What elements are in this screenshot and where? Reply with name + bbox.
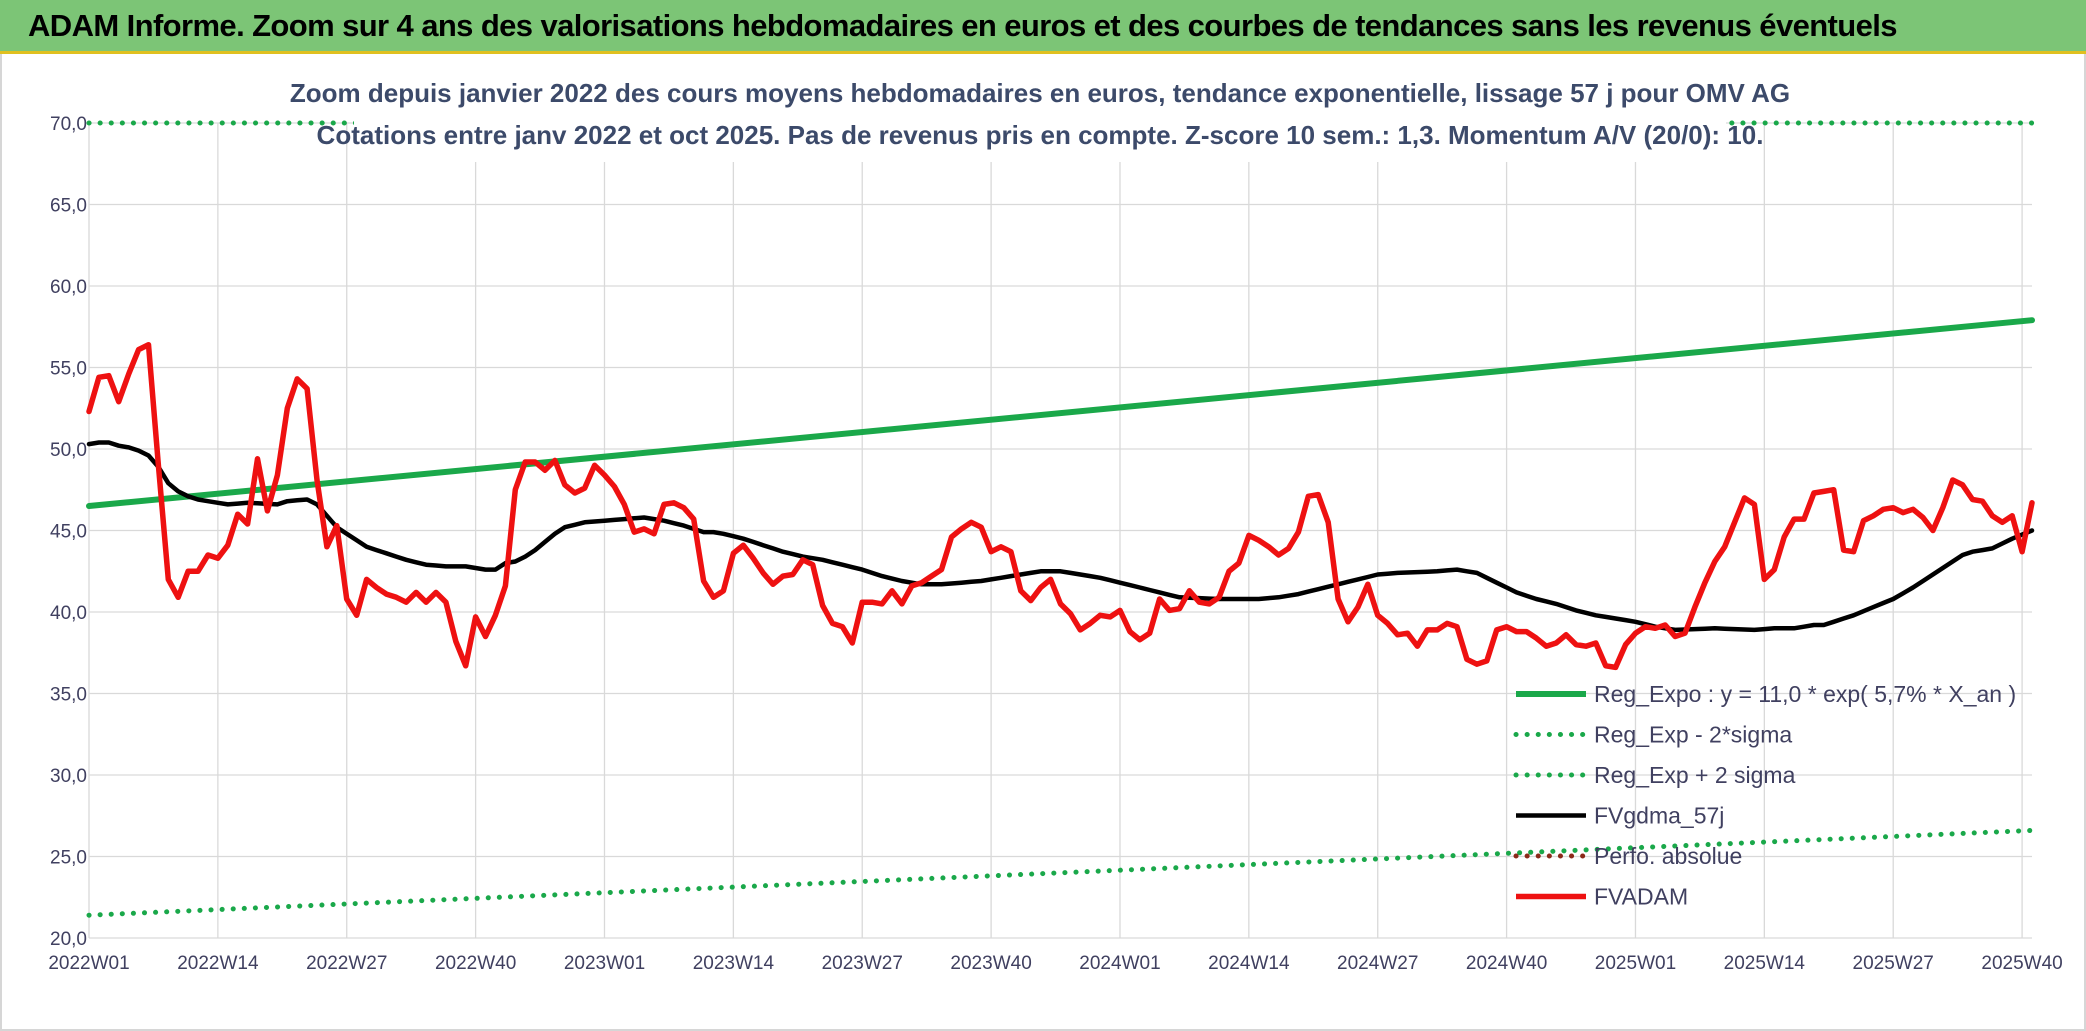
chart-subtitle: Cotations entre janv 2022 et oct 2025. P… bbox=[317, 120, 1764, 150]
x-tick-label: 2024W14 bbox=[1208, 953, 1290, 974]
x-tick-label: 2023W14 bbox=[693, 953, 775, 974]
y-tick-label: 70,0 bbox=[50, 114, 87, 135]
series bbox=[86, 120, 2035, 918]
y-tick-label: 30,0 bbox=[50, 766, 87, 787]
legend-label: Reg_Exp - 2*sigma bbox=[1594, 722, 1792, 748]
y-tick-label: 35,0 bbox=[50, 685, 87, 706]
x-tick-label: 2025W27 bbox=[1853, 953, 1934, 974]
x-tick-label: 2023W01 bbox=[564, 953, 645, 974]
x-tick-label: 2025W14 bbox=[1724, 953, 1806, 974]
x-tick-label: 2024W01 bbox=[1079, 953, 1160, 974]
series-line-reg-expo-y-11-0-exp-5-7-x-an bbox=[86, 317, 2035, 509]
chart-frame: 70,0 65,0 60,0 55,0 50,0 45,0 40,0 35,0 30,0 25,0… bbox=[0, 54, 2086, 1031]
y-tick-label: 55,0 bbox=[50, 359, 87, 380]
legend-label: Reg_Expo : y = 11,0 * exp( 5,7% * X_an ) bbox=[1594, 681, 2016, 707]
chart-title: Zoom depuis janvier 2022 des cours moyen… bbox=[290, 78, 1790, 108]
x-axis-ticks: 2022W01 2022W14 2022W27 2022W40 2023W01 2023W… bbox=[48, 953, 2062, 974]
x-tick-label: 2022W40 bbox=[435, 953, 516, 974]
y-tick-label: 65,0 bbox=[50, 196, 87, 217]
chart-titles: Zoom depuis janvier 2022 des cours moyen… bbox=[290, 54, 1790, 162]
y-tick-label: 50,0 bbox=[50, 440, 87, 461]
header-bar: ADAM Informe. Zoom sur 4 ans des valoris… bbox=[0, 0, 2086, 54]
legend: Reg_Expo : y = 11,0 * exp( 5,7% * X_an )… bbox=[1513, 681, 2016, 910]
y-tick-label: 20,0 bbox=[50, 929, 87, 950]
x-tick-label: 2024W40 bbox=[1466, 953, 1547, 974]
y-tick-label: 60,0 bbox=[50, 277, 87, 298]
legend-label: FVADAM bbox=[1594, 884, 1688, 910]
series-line-fvgdma-57j bbox=[86, 440, 2035, 633]
y-axis-ticks: 70,0 65,0 60,0 55,0 50,0 45,0 40,0 35,0 30,0 25,0… bbox=[50, 114, 87, 950]
grid bbox=[88, 122, 2032, 939]
header-title: ADAM Informe. Zoom sur 4 ans des valoris… bbox=[28, 8, 1898, 43]
x-tick-label: 2025W01 bbox=[1595, 953, 1676, 974]
series-line-fvadam bbox=[86, 341, 2035, 671]
legend-label: Reg_Exp + 2 sigma bbox=[1594, 762, 1796, 788]
x-tick-label: 2022W27 bbox=[306, 953, 387, 974]
x-tick-label: 2022W01 bbox=[48, 953, 129, 974]
legend-label: Perfo. absolue bbox=[1594, 843, 1742, 869]
x-tick-label: 2025W40 bbox=[1981, 953, 2062, 974]
x-tick-label: 2022W14 bbox=[177, 953, 259, 974]
x-tick-label: 2024W27 bbox=[1337, 953, 1418, 974]
x-tick-label: 2023W40 bbox=[950, 953, 1031, 974]
x-tick-label: 2023W27 bbox=[822, 953, 903, 974]
y-tick-label: 40,0 bbox=[50, 603, 87, 624]
y-tick-label: 45,0 bbox=[50, 522, 87, 543]
title-background bbox=[354, 54, 1726, 162]
chart: 70,0 65,0 60,0 55,0 50,0 45,0 40,0 35,0 30,0 25,0… bbox=[48, 54, 2063, 974]
legend-label: FVgdma_57j bbox=[1594, 803, 1724, 829]
series-line-reg-exp-2-sigma bbox=[86, 827, 2035, 918]
y-tick-label: 25,0 bbox=[50, 848, 87, 869]
